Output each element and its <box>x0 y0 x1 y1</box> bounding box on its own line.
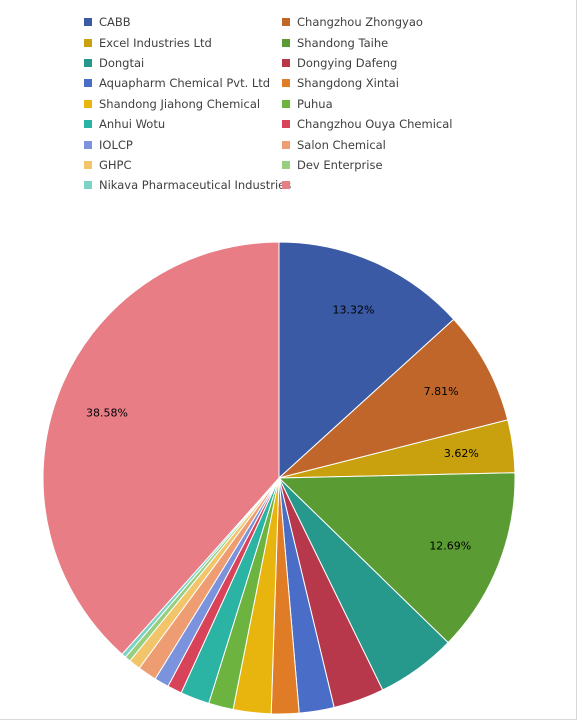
legend-swatch <box>282 120 290 129</box>
legend-label: Excel Industries Ltd <box>99 35 212 50</box>
legend-swatch <box>282 140 290 149</box>
legend-swatch <box>84 99 92 108</box>
legend-label: Dongying Dafeng <box>297 55 398 70</box>
legend-label: Shandong Taihe <box>297 35 389 50</box>
legend-item <box>282 175 464 195</box>
legend-swatch <box>282 160 290 169</box>
legend-item: IOLCP <box>84 134 282 154</box>
legend-item: Changzhou Zhongyao <box>282 12 464 32</box>
legend-item: Changzhou Ouya Chemical <box>282 114 464 134</box>
legend-item: Salon Chemical <box>282 134 464 154</box>
legend-label: Shangdong Xintai <box>297 76 399 91</box>
pie-slice <box>277 472 516 644</box>
data-label: 13.32% <box>333 304 375 317</box>
data-label: 38.58% <box>86 406 128 419</box>
legend-label: Shandong Jiahong Chemical <box>99 96 261 111</box>
legend-item: Dev Enterprise <box>282 155 464 175</box>
pie-slice <box>278 318 509 479</box>
legend-label: Salon Chemical <box>297 137 386 152</box>
legend-swatch <box>84 160 92 169</box>
legend-item: Puhua <box>282 94 464 114</box>
legend-swatch <box>282 18 290 27</box>
legend-swatch <box>84 120 92 129</box>
legend-swatch <box>282 99 290 108</box>
legend-label: Anhui Wotu <box>99 117 166 132</box>
legend-swatch <box>84 38 92 47</box>
pie-slice <box>278 241 455 480</box>
data-label: 3.62% <box>444 447 479 460</box>
legend-swatch <box>282 58 290 67</box>
legend-label: Dongtai <box>99 55 145 70</box>
legend-label: Puhua <box>297 96 333 111</box>
legend-swatch <box>282 38 290 47</box>
legend-swatch <box>282 79 290 88</box>
legend-item: Excel Industries Ltd <box>84 32 282 52</box>
legend-label: CABB <box>99 15 131 30</box>
data-label: 7.81% <box>424 385 459 398</box>
legend-swatch <box>84 79 92 88</box>
legend-swatch <box>84 58 92 67</box>
chart-legend: CABB Changzhou Zhongyao Excel Industries L… <box>84 12 464 196</box>
legend-item: Shandong Jiahong Chemical <box>84 94 282 114</box>
legend-item: Shangdong Xintai <box>282 73 464 93</box>
legend-item: Anhui Wotu <box>84 114 282 134</box>
legend-item: Shandong Taihe <box>282 32 464 52</box>
legend-swatch <box>282 181 290 190</box>
legend-swatch <box>84 140 92 149</box>
data-label: 12.69% <box>429 539 471 552</box>
legend-item: CABB <box>84 12 282 32</box>
legend-label: Aquapharm Chemical Pvt. Ltd <box>99 76 271 91</box>
legend-item: Nikava Pharmaceutical Industries <box>84 175 291 195</box>
legend-label: Nikava Pharmaceutical Industries <box>99 178 292 193</box>
legend-swatch <box>84 18 92 27</box>
legend-label: IOLCP <box>99 137 133 152</box>
legend-label: Changzhou Zhongyao <box>297 15 423 30</box>
legend-item: Dongying Dafeng <box>282 53 464 73</box>
legend-swatch <box>84 181 92 190</box>
legend-label: GHPC <box>99 157 132 172</box>
legend-label: Changzhou Ouya Chemical <box>297 117 453 132</box>
legend-item: Aquapharm Chemical Pvt. Ltd <box>84 73 282 93</box>
legend-item: GHPC <box>84 155 282 175</box>
pie-slice <box>42 241 280 655</box>
legend-item: Dongtai <box>84 53 282 73</box>
legend-label: Dev Enterprise <box>297 157 383 172</box>
